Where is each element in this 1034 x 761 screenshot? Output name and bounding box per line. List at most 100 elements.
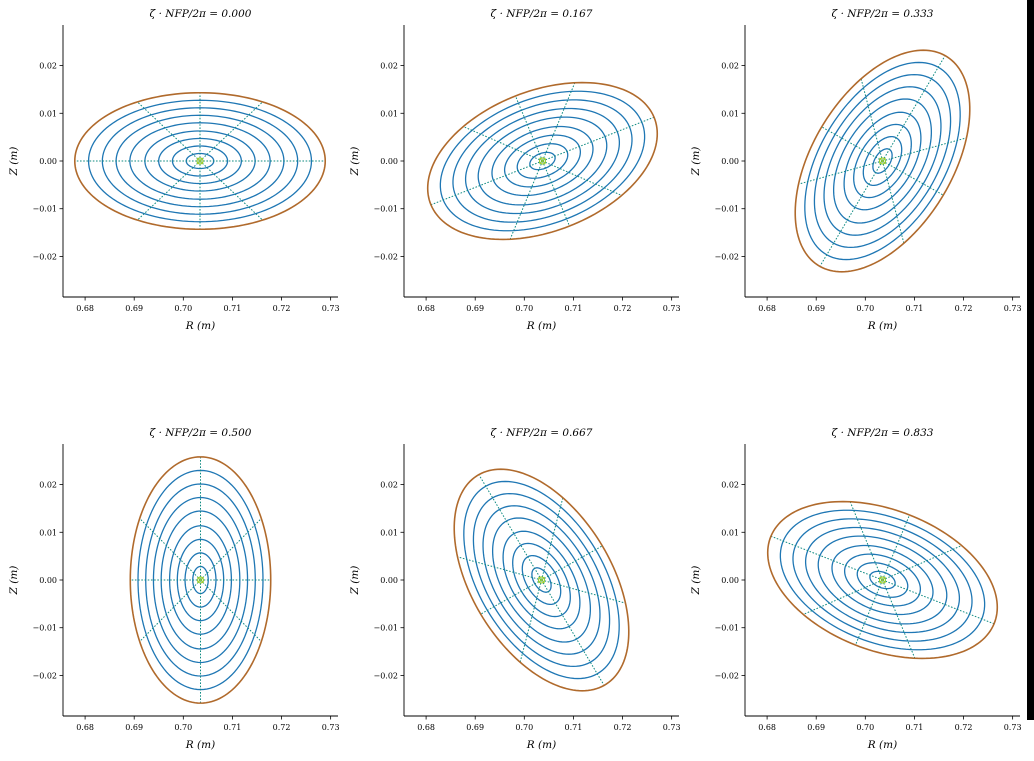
y-axis-label: Z (m) — [349, 147, 361, 177]
x-tick-label: 0.71 — [906, 723, 924, 732]
x-tick-label: 0.71 — [906, 304, 924, 313]
x-axis-label: R (m) — [526, 739, 556, 751]
theta-line — [882, 137, 967, 162]
chart-panel-5: 0.68 0.69 0.70 0.71 0.72 0.73 0.02 0.01 0.00 −0.0… — [690, 427, 1022, 751]
x-tick-label: 0.70 — [856, 304, 874, 313]
y-tick-label: 0.01 — [39, 109, 57, 118]
x-axis-label: R (m) — [526, 320, 556, 332]
magnetic-axis-marker — [878, 157, 887, 165]
x-tick-label: 0.69 — [466, 304, 484, 313]
y-tick-label: 0.01 — [380, 528, 398, 537]
theta-line — [542, 160, 622, 196]
panel-title: ζ · NFP/2π = 0.167 — [491, 8, 593, 20]
flux-surface — [158, 137, 242, 185]
theta-line — [457, 556, 542, 581]
x-tick-label: 0.73 — [1004, 723, 1022, 732]
theta-line — [199, 101, 263, 162]
magnetic-axis-cross — [196, 157, 204, 165]
y-axis-label: Z (m) — [690, 147, 702, 177]
magnetic-axis-marker — [196, 576, 205, 584]
chart-panel-2: 0.68 0.69 0.70 0.71 0.72 0.73 0.02 0.01 0.00 −0.0… — [690, 8, 1022, 332]
right-edge-strip — [1027, 0, 1034, 720]
x-tick-label: 0.71 — [565, 723, 583, 732]
x-tick-label: 0.68 — [76, 723, 94, 732]
theta-line — [882, 514, 911, 581]
x-tick-label: 0.69 — [807, 723, 825, 732]
x-tick-label: 0.70 — [515, 304, 533, 313]
chart-panel-3: 0.68 0.69 0.70 0.71 0.72 0.73 0.02 0.01 0.00 −0.0… — [8, 427, 340, 751]
magnetic-axis-marker — [538, 157, 547, 165]
y-tick-label: 0.01 — [380, 109, 398, 118]
theta-line — [430, 160, 543, 206]
theta-line — [541, 497, 564, 581]
flux-surface — [168, 525, 233, 635]
y-tick-label: 0.00 — [39, 157, 57, 166]
theta-line — [821, 126, 883, 162]
x-tick-label: 0.71 — [224, 723, 242, 732]
x-axis-label: R (m) — [185, 320, 215, 332]
theta-line — [798, 160, 883, 185]
y-tick-label: −0.02 — [32, 671, 57, 680]
plot-area — [766, 500, 999, 660]
y-axis-label: Z (m) — [8, 566, 20, 596]
theta-line — [463, 126, 543, 162]
chart-panel-4: 0.68 0.69 0.70 0.71 0.72 0.73 0.02 0.01 0.00 −0.0… — [349, 427, 681, 751]
x-tick-label: 0.68 — [417, 304, 435, 313]
x-tick-label: 0.72 — [955, 723, 973, 732]
y-tick-label: −0.02 — [714, 671, 739, 680]
theta-line — [882, 579, 916, 659]
magnetic-axis-cross — [538, 576, 545, 584]
boundary-surface — [794, 49, 971, 273]
theta-line — [542, 82, 576, 162]
plot-area — [794, 49, 971, 273]
y-tick-label: −0.02 — [373, 671, 398, 680]
y-tick-label: −0.02 — [714, 252, 739, 261]
theta-line — [542, 160, 570, 227]
theta-line — [541, 579, 605, 686]
magnetic-axis-cross — [197, 576, 204, 584]
theta-line — [137, 160, 201, 221]
x-tick-label: 0.72 — [955, 304, 973, 313]
magnetic-axis-marker — [196, 157, 204, 165]
theta-line — [854, 579, 883, 646]
magnetic-axis-cross — [879, 157, 886, 165]
theta-line — [882, 579, 995, 625]
x-tick-label: 0.71 — [224, 304, 242, 313]
theta-line — [770, 535, 883, 581]
panel-title: ζ · NFP/2π = 0.333 — [832, 8, 934, 20]
x-tick-label: 0.69 — [807, 304, 825, 313]
panel-title: ζ · NFP/2π = 0.500 — [150, 427, 252, 439]
theta-line — [860, 78, 883, 162]
y-tick-label: 0.00 — [721, 157, 739, 166]
x-tick-label: 0.68 — [417, 723, 435, 732]
y-tick-label: −0.01 — [32, 624, 57, 633]
theta-line — [882, 160, 905, 244]
x-tick-label: 0.69 — [125, 723, 143, 732]
theta-line — [882, 545, 962, 581]
x-tick-label: 0.69 — [466, 723, 484, 732]
theta-line — [803, 579, 883, 615]
y-tick-label: −0.01 — [32, 205, 57, 214]
panel-title: ζ · NFP/2π = 0.000 — [150, 8, 252, 20]
y-tick-label: −0.01 — [714, 624, 739, 633]
theta-line — [882, 160, 944, 196]
x-tick-label: 0.72 — [614, 723, 632, 732]
chart-panel-1: 0.68 0.69 0.70 0.71 0.72 0.73 0.02 0.01 0.00 −0.0… — [349, 8, 681, 332]
y-axis-label: Z (m) — [690, 566, 702, 596]
flux-surface — [502, 530, 581, 630]
theta-line — [478, 474, 542, 581]
flux-surface — [512, 542, 571, 618]
y-tick-label: 0.02 — [39, 481, 57, 490]
magnetic-axis-marker — [878, 576, 887, 584]
theta-line — [541, 545, 603, 581]
x-tick-label: 0.72 — [614, 304, 632, 313]
x-tick-label: 0.73 — [1004, 304, 1022, 313]
theta-line — [137, 101, 201, 162]
flux-surface — [853, 123, 912, 199]
flux-surface — [176, 538, 225, 622]
chart-panel-0: 0.68 0.69 0.70 0.71 0.72 0.73 0.02 0.01 0.00 −0.0… — [8, 8, 340, 332]
y-tick-label: −0.02 — [373, 252, 398, 261]
plot-area — [129, 456, 272, 704]
y-axis-label: Z (m) — [349, 566, 361, 596]
